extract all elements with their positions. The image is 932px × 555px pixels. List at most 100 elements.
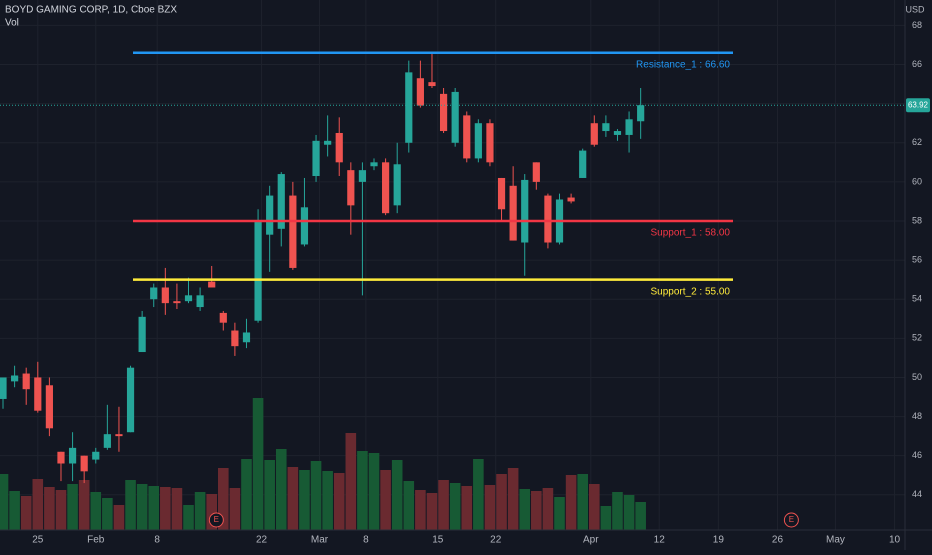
volume-bar (125, 480, 136, 530)
x-tick-label: 26 (772, 535, 784, 546)
candle-body (254, 220, 262, 321)
volume-bar (217, 468, 229, 530)
volume-bar (519, 489, 531, 530)
candle-body (613, 131, 622, 135)
candle-body (486, 123, 494, 163)
volume-bar (229, 488, 241, 530)
volume-bar (20, 496, 32, 530)
volume-bar (588, 484, 600, 530)
last-price-tag (906, 98, 930, 113)
candle-body (439, 93, 448, 132)
candle-body (428, 82, 436, 87)
candle-body (138, 316, 146, 353)
volume-bar (136, 484, 148, 530)
level-label: Resistance_1 : 66.60 (636, 59, 730, 70)
volume-bar (322, 471, 333, 530)
candle-body (347, 170, 355, 206)
volume-bar (345, 433, 357, 530)
y-tick-label: 60 (912, 176, 922, 186)
volume-bar (484, 485, 496, 530)
volume-bar (67, 484, 78, 530)
volume-bar (449, 483, 461, 530)
candle-body (196, 295, 204, 308)
candle-body (45, 385, 53, 429)
candle-body (567, 197, 575, 202)
volume-bar (357, 451, 368, 530)
candle-body (393, 164, 401, 206)
volume-bar (0, 474, 9, 530)
volume-bar (44, 487, 55, 530)
volume-bar (403, 481, 415, 530)
volume-bar (78, 480, 90, 530)
candle-body (637, 105, 645, 122)
candle-body (231, 330, 239, 347)
volume-bar (612, 492, 623, 530)
volume-bar (9, 491, 20, 530)
x-tick-label: 22 (256, 535, 268, 546)
volume-bar (275, 449, 287, 530)
candle-body (416, 78, 424, 106)
volume-bar (252, 398, 264, 530)
candle-body (625, 119, 633, 135)
volume-bar (160, 487, 171, 530)
volume-bar (461, 486, 473, 530)
volume-label: Vol (5, 18, 19, 29)
candle-body (405, 72, 413, 143)
volume-bar (380, 470, 391, 530)
candle-body (68, 447, 77, 464)
candle-body (219, 312, 227, 323)
volume-bar (206, 494, 217, 530)
candle-body (521, 179, 529, 243)
candle-body (579, 150, 587, 178)
volume-bar (565, 475, 577, 530)
candle-body (115, 434, 123, 437)
volume-bar (368, 453, 380, 530)
candle-body (103, 434, 111, 448)
volume-bar (542, 488, 554, 530)
currency: USD (905, 4, 925, 14)
x-tick-label: 19 (713, 535, 725, 546)
volume-bar (577, 474, 588, 530)
candle-body (370, 162, 378, 167)
volume-bar (496, 474, 507, 530)
volume-bar (171, 488, 183, 530)
x-tick-label: 8 (363, 535, 369, 546)
volume-bar (623, 495, 635, 530)
candle-body (602, 123, 610, 132)
candle-body (208, 281, 216, 288)
volume-bar (113, 505, 125, 530)
candle-body (277, 174, 285, 229)
x-tick-label: 8 (154, 535, 160, 546)
candle-body (532, 162, 540, 182)
candle-body (509, 185, 517, 241)
candle-body (451, 91, 459, 143)
x-tick-label: Feb (87, 535, 105, 546)
earnings-marker (783, 512, 799, 528)
volume-bar (415, 490, 426, 530)
x-tick-label: Mar (311, 535, 329, 546)
candle-body (242, 332, 251, 343)
candle-body (150, 287, 158, 300)
y-tick-label: 66 (912, 59, 922, 69)
x-tick-label: 15 (432, 535, 444, 546)
candle-body (57, 451, 65, 464)
y-tick-label: 52 (912, 333, 922, 343)
candle-body (0, 377, 7, 399)
last-price-label: 63.92 (908, 100, 929, 109)
volume-bar (438, 480, 449, 530)
candle-body (184, 295, 193, 302)
candle-body (474, 123, 482, 159)
chart-title: BOYD GAMING CORP, 1D, Cboe BZX (5, 5, 177, 16)
volume-bar (473, 459, 484, 530)
candle-body (34, 377, 42, 411)
candle-body (312, 140, 320, 177)
candle-body (161, 287, 169, 304)
volume-bar (635, 502, 646, 530)
volume-bar (391, 460, 403, 530)
volume-bar (183, 505, 194, 530)
y-tick-label: 58 (912, 215, 922, 225)
x-tick-label: May (826, 535, 845, 546)
volume-bar (426, 493, 438, 530)
candle-body (266, 195, 274, 235)
